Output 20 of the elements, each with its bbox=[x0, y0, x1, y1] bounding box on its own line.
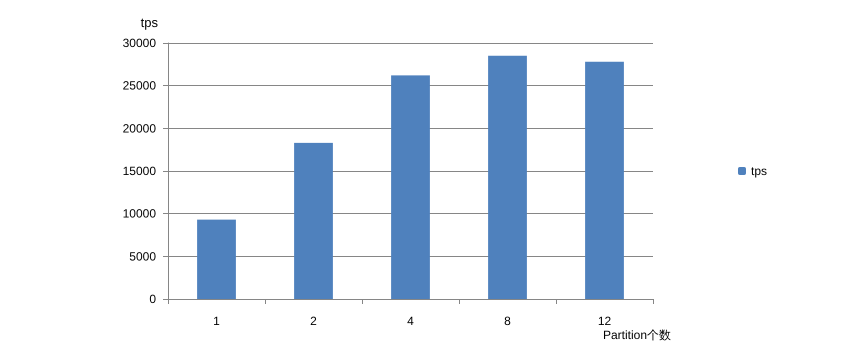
x-tick-label: 8 bbox=[504, 314, 512, 328]
bar bbox=[488, 56, 527, 299]
x-tick-label: 12 bbox=[598, 314, 612, 328]
y-tick-label: 20000 bbox=[122, 121, 156, 136]
bar bbox=[294, 142, 333, 299]
y-tick-label: 5000 bbox=[129, 249, 156, 264]
x-tick-label: 1 bbox=[213, 314, 220, 328]
y-tick-label: 30000 bbox=[122, 36, 156, 50]
x-tick-label: 4 bbox=[407, 314, 414, 328]
bar bbox=[391, 75, 430, 299]
y-tick-label: 15000 bbox=[122, 164, 156, 178]
bar bbox=[585, 62, 624, 299]
y-tick-label: 10000 bbox=[122, 206, 156, 221]
legend-label: tps bbox=[750, 164, 768, 178]
y-tick-label: 0 bbox=[149, 292, 156, 306]
x-tick-label: 2 bbox=[310, 314, 318, 328]
bar bbox=[197, 220, 236, 299]
x-axis-title: Partition个数 bbox=[603, 328, 672, 342]
y-tick-label: 25000 bbox=[122, 78, 156, 93]
y-axis-title: tps bbox=[140, 15, 158, 30]
